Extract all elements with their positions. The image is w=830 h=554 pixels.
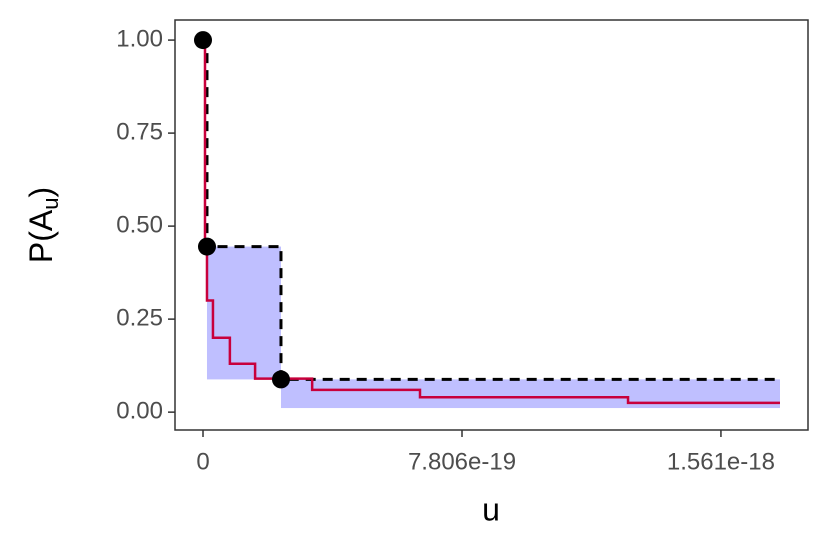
y-tick-label: 0.75 [116,118,163,145]
y-tick-label: 0.25 [116,304,163,331]
x-axis-title: u [482,491,500,527]
y-tick-label: 1.00 [116,25,163,52]
x-tick-label: 7.806e-19 [408,448,516,475]
x-tick-label: 0 [196,448,209,475]
ribbon-segment [206,246,281,380]
point [194,31,213,50]
y-title-end: ) [23,187,59,198]
point [197,237,216,256]
estimate-line [203,38,780,405]
y-title-sub: u [38,198,63,210]
y-tick-label: 0.00 [116,397,163,424]
y-axis-title: P(Au) [23,187,62,263]
y-title-base: P(A [23,209,59,263]
x-tick-label: 1.561e-18 [667,448,775,475]
plot-panel [174,19,809,431]
y-tick-label: 0.50 [116,211,163,238]
bound-line [203,38,780,381]
point [271,370,290,389]
